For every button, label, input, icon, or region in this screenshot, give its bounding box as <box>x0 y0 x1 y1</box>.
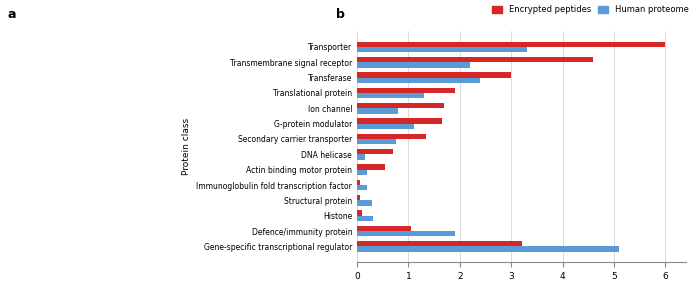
Bar <box>357 139 395 144</box>
Bar <box>357 78 480 83</box>
Bar <box>357 226 411 231</box>
Bar <box>357 216 374 221</box>
Bar <box>357 134 426 139</box>
Bar <box>357 118 442 124</box>
Bar <box>357 185 368 190</box>
Bar <box>357 93 424 98</box>
Legend: Encrypted peptides, Human proteome: Encrypted peptides, Human proteome <box>492 5 688 14</box>
Bar <box>357 149 393 154</box>
Bar <box>357 210 362 216</box>
Bar <box>357 124 414 129</box>
Bar <box>357 103 444 108</box>
Bar <box>357 88 455 93</box>
Bar <box>357 108 398 114</box>
Bar <box>357 57 594 62</box>
Y-axis label: Protein class: Protein class <box>182 118 190 175</box>
Bar <box>357 195 360 200</box>
Text: a: a <box>7 8 15 21</box>
Bar <box>357 180 360 185</box>
Bar <box>357 241 522 246</box>
Bar <box>357 200 372 206</box>
Bar <box>357 246 620 252</box>
Bar <box>357 164 385 170</box>
Bar <box>357 72 511 78</box>
Bar <box>357 231 455 236</box>
Text: b: b <box>336 8 345 21</box>
Bar <box>357 47 526 52</box>
Bar <box>357 170 368 175</box>
Bar <box>357 41 666 47</box>
Bar <box>357 62 470 68</box>
Bar <box>357 154 365 160</box>
